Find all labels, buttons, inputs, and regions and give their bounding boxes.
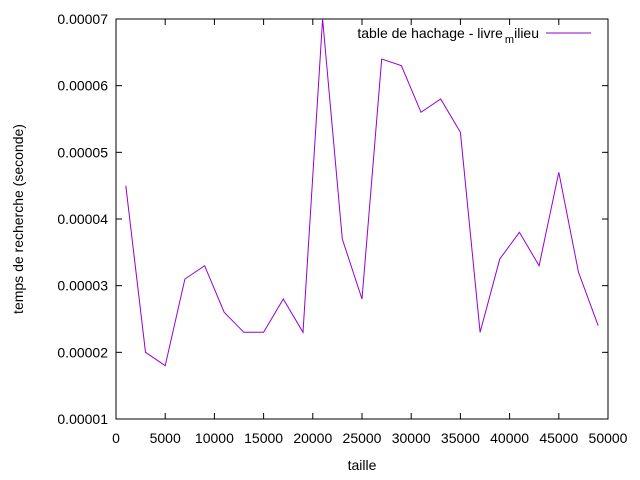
legend: table de hachage - livre milieu [357, 25, 591, 46]
x-axis-label: taille [348, 457, 377, 473]
legend-label: table de hachage - livre milieu [357, 25, 539, 46]
x-tick-label: 50000 [589, 430, 628, 446]
y-tick-label: 0.00005 [57, 144, 108, 160]
y-tick-label: 0.00004 [57, 211, 108, 227]
axis-ticks [115, 18, 609, 420]
legend-label-suffix: ilieu [514, 25, 539, 41]
x-tick-label: 10000 [195, 430, 234, 446]
y-tick-label: 0.00001 [57, 411, 108, 427]
series-line [125, 18, 599, 367]
y-axis-label: temps de recherche (seconde) [10, 124, 26, 314]
axis-tick-labels: 0 5000 10000 15000 20000 25000 30000 35000 40000… [57, 11, 627, 446]
x-tick-label: 15000 [244, 430, 283, 446]
y-tick-label: 0.00006 [57, 78, 108, 94]
y-tick-label: 0.00007 [57, 11, 108, 27]
y-tick-label: 0.00003 [57, 278, 108, 294]
x-tick-label: 5000 [150, 430, 181, 446]
legend-label-main: table de hachage - livre [357, 25, 503, 41]
x-tick-label: 40000 [490, 430, 529, 446]
x-tick-label: 45000 [539, 430, 578, 446]
series-group [125, 18, 599, 367]
plot-frame [115, 18, 609, 420]
x-tick-label: 30000 [392, 430, 431, 446]
x-tick-label: 20000 [293, 430, 332, 446]
x-tick-label: 25000 [343, 430, 382, 446]
x-tick-label: 35000 [441, 430, 480, 446]
x-tick-label: 0 [112, 430, 120, 446]
y-tick-label: 0.00002 [57, 344, 108, 360]
legend-label-subscript: m [505, 34, 514, 46]
